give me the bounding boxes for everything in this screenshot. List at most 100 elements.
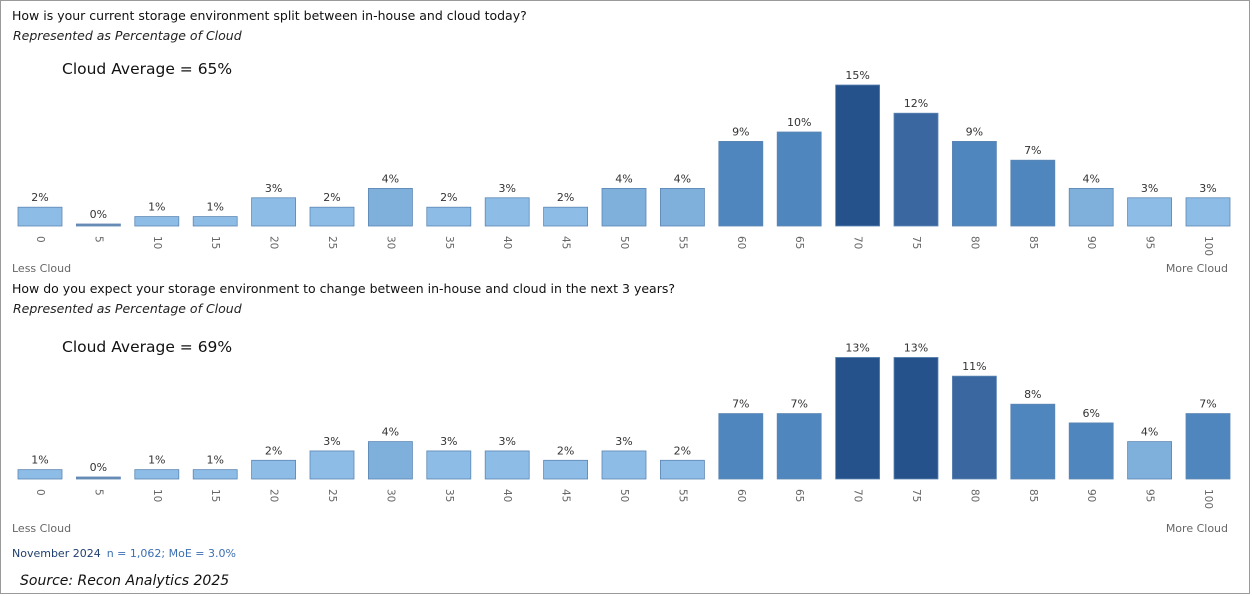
sample-size-note: n = 1,062; MoE = 3.0% bbox=[106, 547, 236, 560]
bottom-bar-75 bbox=[893, 357, 939, 480]
bottom-bar-50 bbox=[601, 450, 647, 480]
bottom-tick-label-5: 5 bbox=[92, 489, 104, 496]
bottom-more-cloud-label: More Cloud bbox=[1165, 522, 1228, 535]
bottom-cloud-average: Cloud Average = 69% bbox=[62, 338, 233, 356]
bottom-bar-20 bbox=[251, 459, 297, 480]
top-bar-55 bbox=[660, 187, 705, 227]
top-bar-90 bbox=[1068, 187, 1114, 227]
bottom-tick-label-35: 35 bbox=[443, 489, 455, 502]
bottom-value-label-60: 7% bbox=[732, 398, 749, 411]
bottom-tick-label-55: 55 bbox=[676, 489, 688, 502]
bottom-bar-55 bbox=[660, 459, 705, 480]
top-tick-label-75: 75 bbox=[910, 236, 922, 249]
top-value-label-40: 3% bbox=[498, 182, 515, 195]
top-value-label-90: 4% bbox=[1082, 172, 1099, 185]
top-value-label-70: 15% bbox=[845, 69, 869, 82]
bottom-value-label-65: 7% bbox=[790, 398, 807, 411]
bottom-bar-65 bbox=[776, 413, 822, 480]
bottom-bar-70 bbox=[835, 357, 880, 480]
top-tick-label-30: 30 bbox=[384, 236, 396, 249]
top-value-label-60: 9% bbox=[732, 125, 749, 138]
top-less-cloud-label: Less Cloud bbox=[12, 262, 72, 275]
top-bar-15 bbox=[192, 216, 238, 227]
top-bar-20 bbox=[251, 197, 297, 227]
bottom-tick-label-40: 40 bbox=[501, 489, 513, 502]
top-bar-60 bbox=[718, 141, 764, 227]
top-value-label-30: 4% bbox=[382, 172, 399, 185]
bottom-bar-95 bbox=[1127, 441, 1172, 480]
bottom-value-label-0: 1% bbox=[31, 454, 48, 467]
bottom-chart-title: How do you expect your storage environme… bbox=[12, 281, 675, 296]
bottom-tick-label-50: 50 bbox=[618, 489, 630, 502]
bottom-bar-25 bbox=[309, 450, 355, 480]
bottom-value-label-70: 13% bbox=[845, 341, 869, 354]
top-tick-label-35: 35 bbox=[443, 236, 455, 249]
top-value-label-10: 1% bbox=[148, 201, 165, 214]
top-value-label-75: 12% bbox=[904, 97, 928, 110]
top-bar-65 bbox=[776, 131, 822, 227]
bottom-less-cloud-label: Less Cloud bbox=[12, 522, 72, 535]
top-tick-label-60: 60 bbox=[735, 236, 747, 249]
top-value-label-35: 2% bbox=[440, 191, 457, 204]
bottom-tick-label-75: 75 bbox=[910, 489, 922, 502]
top-more-cloud-label: More Cloud bbox=[1165, 262, 1228, 275]
top-bar-95 bbox=[1127, 197, 1172, 227]
bottom-bar-30 bbox=[367, 441, 413, 480]
top-tick-label-5: 5 bbox=[92, 236, 104, 243]
top-bar-0 bbox=[17, 206, 63, 227]
top-bar-chart: 2% 0 0% 5 1% 10 1% 15 3% 20 2% 25 4% 30 2% 35 3% 40 2% 45 4%… bbox=[17, 69, 1231, 256]
bottom-tick-label-85: 85 bbox=[1027, 489, 1039, 502]
bottom-bar-15 bbox=[192, 469, 238, 480]
top-tick-label-65: 65 bbox=[793, 236, 805, 249]
bottom-value-label-35: 3% bbox=[440, 435, 457, 448]
top-value-label-85: 7% bbox=[1024, 144, 1041, 157]
bottom-value-label-55: 2% bbox=[674, 444, 691, 457]
bottom-tick-label-30: 30 bbox=[384, 489, 396, 502]
top-tick-label-15: 15 bbox=[209, 236, 221, 249]
bottom-bar-10 bbox=[134, 469, 180, 480]
bottom-value-label-20: 2% bbox=[265, 444, 282, 457]
bottom-bar-chart: 1% 0 0% 5 1% 10 1% 15 2% 20 3% 25 4% 30 3% 35 3% 40 2% 45 3%… bbox=[17, 341, 1231, 509]
top-value-label-95: 3% bbox=[1141, 182, 1158, 195]
top-bar-40 bbox=[484, 197, 530, 227]
top-bar-5 bbox=[76, 223, 121, 227]
top-tick-label-55: 55 bbox=[676, 236, 688, 249]
top-tick-label-80: 80 bbox=[968, 236, 980, 249]
bottom-tick-label-15: 15 bbox=[209, 489, 221, 502]
bottom-bar-35 bbox=[426, 450, 472, 480]
bottom-value-label-15: 1% bbox=[206, 454, 223, 467]
top-tick-label-40: 40 bbox=[501, 236, 513, 249]
top-value-label-80: 9% bbox=[966, 125, 983, 138]
source-note: Source: Recon Analytics 2025 bbox=[20, 573, 230, 589]
top-tick-label-95: 95 bbox=[1144, 236, 1156, 249]
top-value-label-50: 4% bbox=[615, 172, 632, 185]
bottom-value-label-30: 4% bbox=[382, 426, 399, 439]
top-value-label-45: 2% bbox=[557, 191, 574, 204]
bottom-bar-85 bbox=[1010, 403, 1056, 480]
bottom-tick-label-65: 65 bbox=[793, 489, 805, 502]
bottom-tick-label-25: 25 bbox=[326, 489, 338, 502]
bottom-bar-40 bbox=[484, 450, 530, 480]
survey-date-text: November 2024 bbox=[12, 547, 101, 560]
bottom-tick-label-20: 20 bbox=[268, 489, 280, 502]
top-tick-label-0: 0 bbox=[34, 236, 46, 243]
top-value-label-25: 2% bbox=[323, 191, 340, 204]
top-tick-label-20: 20 bbox=[268, 236, 280, 249]
top-tick-label-10: 10 bbox=[151, 236, 163, 249]
bottom-tick-label-90: 90 bbox=[1085, 489, 1097, 502]
top-value-label-15: 1% bbox=[206, 201, 223, 214]
bottom-bar-5 bbox=[76, 476, 121, 480]
top-tick-label-85: 85 bbox=[1027, 236, 1039, 249]
bottom-tick-label-0: 0 bbox=[34, 489, 46, 496]
bottom-value-label-90: 6% bbox=[1082, 407, 1099, 420]
top-value-label-65: 10% bbox=[787, 116, 811, 129]
top-tick-label-45: 45 bbox=[560, 236, 572, 249]
bottom-value-label-80: 11% bbox=[962, 360, 986, 373]
top-tick-label-70: 70 bbox=[852, 236, 864, 249]
top-value-label-5: 0% bbox=[90, 208, 107, 221]
top-tick-label-50: 50 bbox=[618, 236, 630, 249]
bottom-chart-subtitle: Represented as Percentage of Cloud bbox=[13, 301, 242, 316]
survey-date: November 2024 n = 1,062; MoE = 3.0% bbox=[12, 547, 236, 560]
bottom-value-label-45: 2% bbox=[557, 444, 574, 457]
